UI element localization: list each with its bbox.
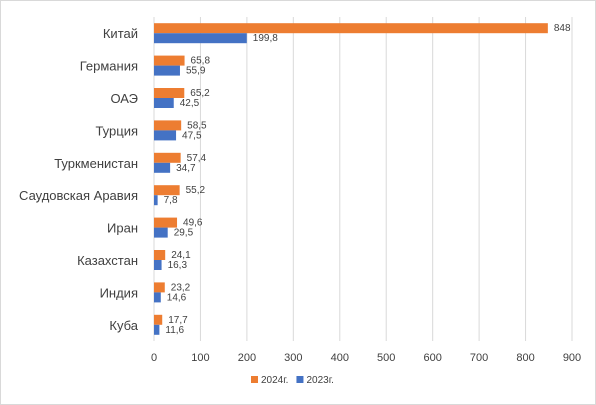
data-label-series-1: 14,6	[167, 292, 187, 303]
category-label: Германия	[80, 59, 138, 74]
bar-series-1	[154, 162, 171, 173]
x-tick-label: 900	[563, 352, 581, 364]
bar-series-1	[154, 227, 168, 238]
bar-series-0	[154, 282, 165, 293]
x-tick-label: 800	[516, 352, 534, 364]
legend-label-series-0: 2024г.	[261, 375, 288, 386]
bar-series-0	[154, 23, 548, 34]
category-label: Индия	[100, 285, 138, 300]
x-tick-label: 300	[284, 352, 302, 364]
bar-series-1	[154, 324, 160, 335]
legend-swatch-series-1	[296, 376, 304, 383]
data-label-series-1: 47,5	[182, 130, 202, 141]
data-label-series-1: 11,6	[165, 325, 184, 336]
data-label-series-0: 58,5	[187, 120, 207, 131]
data-label-series-1: 42,5	[180, 98, 200, 109]
category-label: Китай	[103, 26, 138, 41]
data-label-series-0: 17,7	[168, 315, 188, 326]
x-tick-label: 400	[331, 352, 349, 364]
category-labels: Китай Германия ОАЭ Турция Туркменистан Саудов…	[19, 26, 139, 333]
category-label: Куба	[109, 318, 138, 333]
data-label-series-0: 65,8	[191, 56, 211, 67]
bar-series-0	[154, 55, 185, 66]
category-label: Турция	[95, 123, 138, 138]
bar-series-1	[154, 292, 161, 303]
data-label-series-0: 23,2	[171, 282, 191, 293]
category-label: Саудовская Аравия	[19, 188, 138, 203]
bar-series-0	[154, 88, 185, 98]
x-tick-label: 0	[151, 352, 157, 364]
legend-swatch-series-0	[251, 376, 258, 383]
data-label-series-0: 55,2	[186, 185, 206, 196]
legend-label-series-1: 2023г.	[306, 375, 333, 386]
bar-series-0	[154, 250, 166, 260]
x-tick-label: 500	[377, 352, 395, 364]
category-label: Казахстан	[77, 253, 138, 268]
bar-series-0	[154, 152, 181, 163]
bar-series-0	[154, 314, 163, 325]
data-label-series-1: 29,5	[174, 228, 194, 239]
data-label-series-0: 848	[554, 23, 571, 34]
category-label: Иран	[107, 221, 138, 236]
bar-series-1	[154, 260, 162, 270]
bars	[154, 23, 548, 335]
bar-series-0	[154, 217, 178, 228]
data-label-series-0: 24,1	[171, 250, 191, 261]
category-label: Туркменистан	[54, 156, 138, 171]
data-label-series-0: 65,2	[190, 88, 210, 99]
x-tick-label: 600	[423, 352, 441, 364]
data-labels: 848 199,8 65,855,9 65,242,5 58,547,5 57,434,7…	[164, 23, 571, 336]
bar-series-1	[154, 33, 247, 44]
data-label-series-1: 199,8	[253, 33, 278, 44]
category-label: ОАЭ	[110, 91, 138, 106]
data-label-series-1: 34,7	[176, 163, 196, 174]
bar-series-1	[154, 65, 180, 76]
data-label-series-1: 16,3	[168, 260, 188, 271]
x-tick-label: 100	[191, 352, 209, 364]
data-label-series-0: 49,6	[183, 218, 203, 229]
x-axis-ticks: 0 100 200 300 400 500 600 700 800 900	[151, 352, 581, 364]
bar-series-1	[154, 98, 174, 108]
data-label-series-1: 7,8	[164, 195, 178, 206]
bar-series-0	[154, 185, 180, 196]
data-label-series-0: 57,4	[187, 153, 207, 164]
grid-lines	[153, 17, 573, 341]
x-tick-label: 200	[238, 352, 256, 364]
x-tick-label: 700	[470, 352, 488, 364]
bar-series-1	[154, 195, 158, 206]
legend: 2024г. 2023г.	[251, 375, 334, 386]
bar-series-0	[154, 120, 182, 131]
data-label-series-1: 55,9	[186, 66, 206, 77]
bar-series-1	[154, 130, 177, 141]
